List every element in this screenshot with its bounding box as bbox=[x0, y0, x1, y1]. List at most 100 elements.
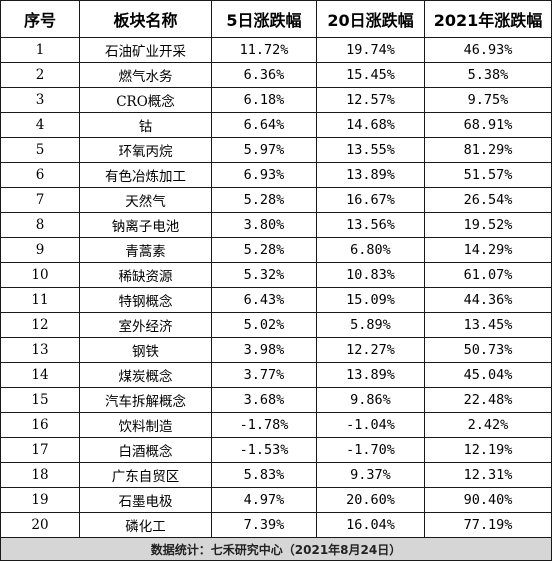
cell-2021-change: 14.29% bbox=[424, 237, 552, 263]
table-row: 12 室外经济 5.02% 5.89% 13.45% bbox=[0, 312, 552, 338]
cell-index: 15 bbox=[0, 387, 80, 413]
cell-index: 13 bbox=[0, 337, 80, 363]
cell-2021-change: 2.42% bbox=[424, 412, 552, 438]
cell-2021-change: 12.19% bbox=[424, 437, 552, 463]
cell-5day-change: 3.68% bbox=[211, 387, 317, 413]
cell-index: 1 bbox=[0, 37, 80, 63]
cell-2021-change: 26.54% bbox=[424, 187, 552, 213]
cell-2021-change: 50.73% bbox=[424, 337, 552, 363]
cell-index: 2 bbox=[0, 62, 80, 88]
cell-20day-change: 15.09% bbox=[316, 287, 425, 313]
cell-sector-name: 有色冶炼加工 bbox=[79, 162, 212, 188]
cell-2021-change: 9.75% bbox=[424, 87, 552, 113]
table-row: 10 稀缺资源 5.32% 10.83% 61.07% bbox=[0, 262, 552, 288]
cell-index: 7 bbox=[0, 187, 80, 213]
cell-index: 17 bbox=[0, 437, 80, 463]
cell-sector-name: 煤炭概念 bbox=[79, 362, 212, 388]
cell-sector-name: 室外经济 bbox=[79, 312, 212, 338]
cell-index: 18 bbox=[0, 462, 80, 488]
cell-20day-change: 16.04% bbox=[316, 512, 425, 538]
cell-2021-change: 19.52% bbox=[424, 212, 552, 238]
cell-2021-change: 13.45% bbox=[424, 312, 552, 338]
cell-20day-change: 13.89% bbox=[316, 362, 425, 388]
cell-5day-change: 5.32% bbox=[211, 262, 317, 288]
table-row: 4 钴 6.64% 14.68% 68.91% bbox=[0, 112, 552, 138]
cell-5day-change: 5.28% bbox=[211, 187, 317, 213]
table-row: 15 汽车拆解概念 3.68% 9.86% 22.48% bbox=[0, 387, 552, 413]
cell-20day-change: 19.74% bbox=[316, 37, 425, 63]
cell-5day-change: 4.97% bbox=[211, 487, 317, 513]
table-row: 17 白酒概念 -1.53% -1.70% 12.19% bbox=[0, 437, 552, 463]
cell-20day-change: -1.70% bbox=[316, 437, 425, 463]
cell-2021-change: 22.48% bbox=[424, 387, 552, 413]
cell-index: 4 bbox=[0, 112, 80, 138]
cell-sector-name: CRO概念 bbox=[79, 87, 212, 113]
cell-20day-change: 14.68% bbox=[316, 112, 425, 138]
cell-index: 8 bbox=[0, 212, 80, 238]
cell-20day-change: 13.55% bbox=[316, 137, 425, 163]
cell-2021-change: 90.40% bbox=[424, 487, 552, 513]
cell-5day-change: -1.78% bbox=[211, 412, 317, 438]
cell-2021-change: 5.38% bbox=[424, 62, 552, 88]
cell-index: 12 bbox=[0, 312, 80, 338]
cell-2021-change: 61.07% bbox=[424, 262, 552, 288]
cell-20day-change: 13.56% bbox=[316, 212, 425, 238]
cell-20day-change: 20.60% bbox=[316, 487, 425, 513]
cell-2021-change: 45.04% bbox=[424, 362, 552, 388]
cell-5day-change: 7.39% bbox=[211, 512, 317, 538]
cell-20day-change: 13.89% bbox=[316, 162, 425, 188]
cell-5day-change: 11.72% bbox=[211, 37, 317, 63]
cell-20day-change: 5.89% bbox=[316, 312, 425, 338]
cell-sector-name: 特钢概念 bbox=[79, 287, 212, 313]
cell-2021-change: 44.36% bbox=[424, 287, 552, 313]
cell-20day-change: 15.45% bbox=[316, 62, 425, 88]
cell-5day-change: 5.28% bbox=[211, 237, 317, 263]
table-row: 11 特钢概念 6.43% 15.09% 44.36% bbox=[0, 287, 552, 313]
table-body: 1 石油矿业开采 11.72% 19.74% 46.93% 2 燃气水务 6.36% 15.45… bbox=[0, 37, 552, 538]
cell-2021-change: 12.31% bbox=[424, 462, 552, 488]
table-row: 7 天然气 5.28% 16.67% 26.54% bbox=[0, 187, 552, 213]
cell-sector-name: 磷化工 bbox=[79, 512, 212, 538]
header-2021-change: 2021年涨跌幅 bbox=[424, 0, 552, 38]
cell-20day-change: 9.37% bbox=[316, 462, 425, 488]
table-row: 3 CRO概念 6.18% 12.57% 9.75% bbox=[0, 87, 552, 113]
table-row: 13 钢铁 3.98% 12.27% 50.73% bbox=[0, 337, 552, 363]
cell-index: 3 bbox=[0, 87, 80, 113]
cell-20day-change: -1.04% bbox=[316, 412, 425, 438]
cell-20day-change: 9.86% bbox=[316, 387, 425, 413]
cell-5day-change: 3.77% bbox=[211, 362, 317, 388]
header-5day-change: 5日涨跌幅 bbox=[211, 0, 317, 38]
cell-sector-name: 青蒿素 bbox=[79, 237, 212, 263]
cell-20day-change: 12.27% bbox=[316, 337, 425, 363]
cell-sector-name: 环氧丙烷 bbox=[79, 137, 212, 163]
cell-sector-name: 汽车拆解概念 bbox=[79, 387, 212, 413]
header-sector-name: 板块名称 bbox=[79, 0, 212, 38]
cell-2021-change: 51.57% bbox=[424, 162, 552, 188]
table-row: 19 石墨电极 4.97% 20.60% 90.40% bbox=[0, 487, 552, 513]
cell-sector-name: 白酒概念 bbox=[79, 437, 212, 463]
cell-5day-change: 6.93% bbox=[211, 162, 317, 188]
cell-2021-change: 46.93% bbox=[424, 37, 552, 63]
cell-sector-name: 稀缺资源 bbox=[79, 262, 212, 288]
cell-5day-change: 6.64% bbox=[211, 112, 317, 138]
table-row: 14 煤炭概念 3.77% 13.89% 45.04% bbox=[0, 362, 552, 388]
cell-sector-name: 钴 bbox=[79, 112, 212, 138]
cell-5day-change: 6.43% bbox=[211, 287, 317, 313]
cell-sector-name: 饮料制造 bbox=[79, 412, 212, 438]
table-row: 5 环氧丙烷 5.97% 13.55% 81.29% bbox=[0, 137, 552, 163]
cell-index: 20 bbox=[0, 512, 80, 538]
cell-5day-change: 3.80% bbox=[211, 212, 317, 238]
cell-sector-name: 钢铁 bbox=[79, 337, 212, 363]
cell-2021-change: 68.91% bbox=[424, 112, 552, 138]
cell-20day-change: 12.57% bbox=[316, 87, 425, 113]
cell-index: 19 bbox=[0, 487, 80, 513]
cell-20day-change: 6.80% bbox=[316, 237, 425, 263]
cell-sector-name: 石油矿业开采 bbox=[79, 37, 212, 63]
cell-5day-change: 5.83% bbox=[211, 462, 317, 488]
cell-5day-change: 3.98% bbox=[211, 337, 317, 363]
table-row: 20 磷化工 7.39% 16.04% 77.19% bbox=[0, 512, 552, 538]
cell-sector-name: 石墨电极 bbox=[79, 487, 212, 513]
cell-5day-change: -1.53% bbox=[211, 437, 317, 463]
